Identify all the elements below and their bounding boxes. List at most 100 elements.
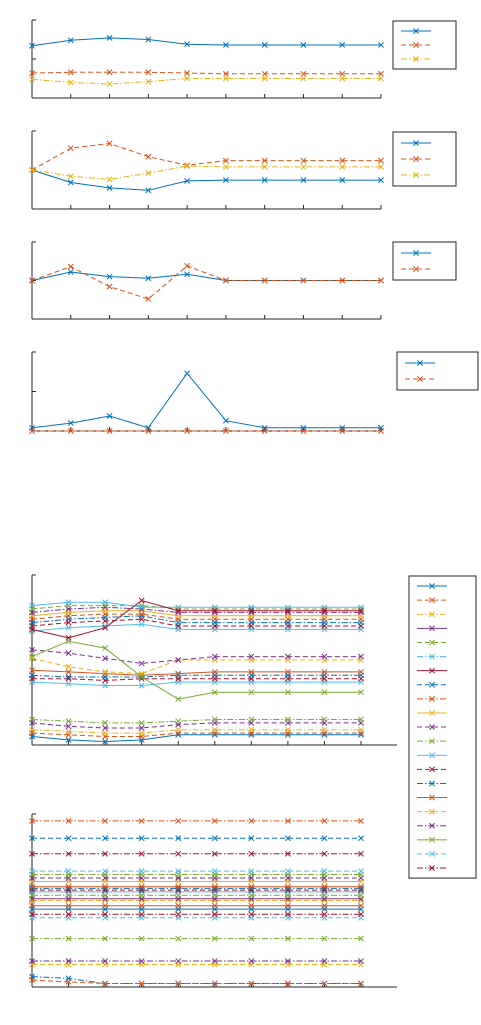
chart-3 [29, 241, 384, 320]
legend-4 [396, 351, 479, 391]
legend-marker [417, 360, 423, 366]
data-point [339, 177, 346, 184]
data-point [65, 868, 72, 875]
data-point [222, 163, 229, 170]
series-line [31, 165, 381, 180]
series-9 [29, 902, 364, 909]
data-point [67, 79, 74, 86]
data-point [261, 428, 268, 434]
series-line [31, 613, 361, 620]
legend-marker [429, 836, 435, 843]
data-point [29, 902, 35, 909]
data-point [211, 607, 218, 614]
legend-marker [429, 653, 435, 660]
series-line [31, 372, 381, 429]
series-20 [29, 868, 364, 875]
data-point [102, 817, 109, 824]
data-point [138, 835, 145, 842]
data-point [321, 868, 328, 875]
series-line [31, 605, 361, 610]
data-point [248, 868, 255, 875]
data-point [358, 911, 364, 918]
data-point [184, 177, 191, 184]
data-point [67, 145, 74, 152]
series-11 [29, 646, 364, 667]
chart-1 [29, 19, 384, 99]
data-point [29, 167, 35, 173]
data-point [65, 935, 72, 942]
data-point [248, 980, 255, 987]
data-point [248, 902, 255, 909]
data-point [106, 184, 113, 191]
data-point [65, 624, 72, 631]
data-point [358, 980, 364, 987]
data-point [29, 602, 35, 609]
data-point [175, 607, 182, 614]
data-point [261, 157, 268, 164]
data-point [145, 78, 152, 85]
data-point [248, 689, 255, 696]
data-point [211, 958, 218, 965]
data-point [106, 176, 113, 183]
data-point [248, 935, 255, 942]
data-point [211, 653, 218, 660]
data-point [248, 653, 255, 660]
data-point [211, 817, 218, 824]
series-line [31, 729, 361, 734]
data-point [106, 428, 113, 434]
data-point [138, 725, 145, 731]
data-point [339, 277, 346, 284]
data-point [29, 835, 35, 842]
data-point [184, 70, 191, 76]
data-point [321, 817, 328, 824]
data-point [102, 682, 109, 689]
data-point [102, 668, 109, 675]
data-point [175, 980, 182, 987]
data-point [211, 911, 218, 918]
series-1 [29, 731, 364, 745]
series-6 [29, 679, 364, 689]
series-line [31, 734, 361, 743]
data-point [211, 935, 218, 942]
series-line [31, 78, 381, 85]
data-point [378, 75, 384, 82]
data-point [138, 674, 145, 680]
data-point [65, 883, 72, 890]
data-point [321, 911, 328, 918]
chart-6 [29, 813, 397, 988]
data-point [138, 850, 145, 857]
data-point [284, 817, 291, 824]
data-point [261, 75, 268, 82]
data-point [29, 646, 35, 653]
data-point [211, 883, 218, 890]
data-point [106, 283, 113, 290]
series-line [31, 142, 381, 171]
data-point [175, 817, 182, 824]
data-point [29, 76, 35, 83]
data-point [211, 716, 218, 723]
data-point [29, 716, 35, 723]
data-point [248, 883, 255, 890]
legend-marker [429, 822, 435, 829]
data-point [138, 730, 145, 737]
data-point [284, 850, 291, 857]
data-point [284, 726, 291, 733]
data-point [339, 42, 346, 48]
legend-marker [429, 808, 435, 815]
data-point [138, 911, 145, 918]
data-point [29, 726, 35, 733]
data-point [175, 902, 182, 909]
data-point [184, 271, 191, 278]
data-point [248, 716, 255, 723]
data-point [321, 980, 328, 987]
data-point [321, 716, 328, 723]
legend-5 [408, 575, 477, 879]
series-line [31, 606, 361, 613]
data-point [29, 277, 35, 284]
series-line [32, 678, 361, 681]
data-point [321, 726, 328, 733]
data-point [358, 689, 364, 696]
series-21 [29, 850, 364, 857]
data-point [29, 868, 35, 875]
